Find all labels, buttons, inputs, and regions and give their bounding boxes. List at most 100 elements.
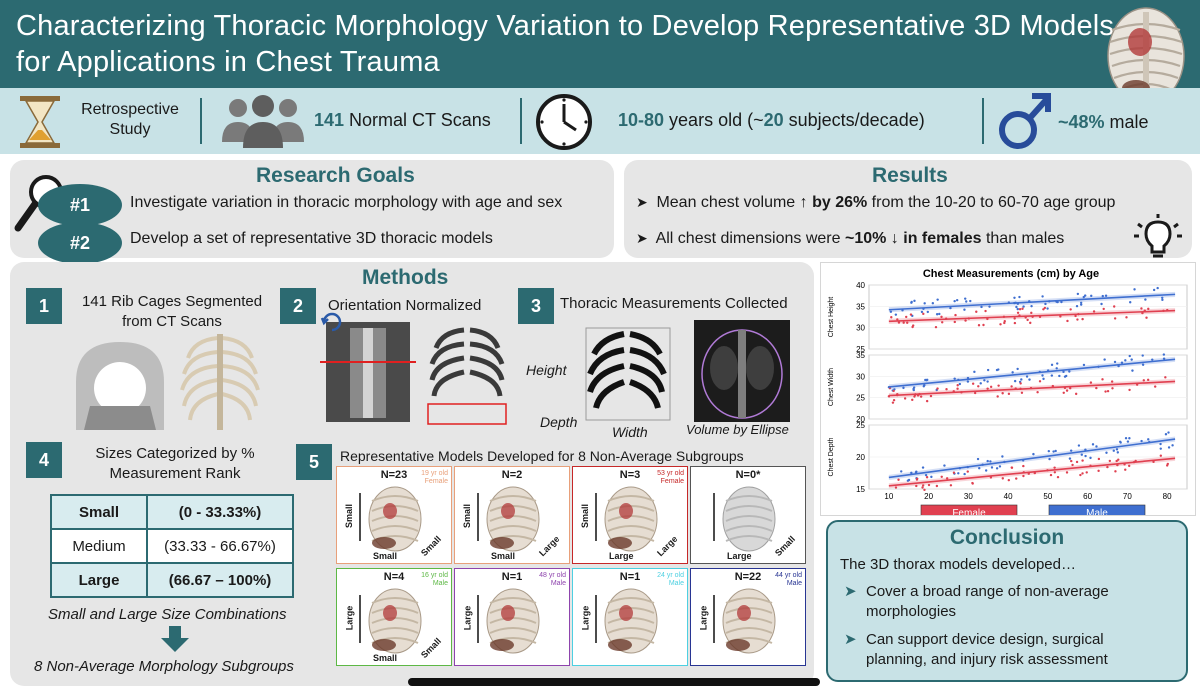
data-point [995,368,999,372]
rib-cage-icon [180,334,260,430]
data-point [1079,473,1082,477]
data-point [1110,380,1114,383]
chart-plot-area [868,354,1188,420]
people-icon [222,95,304,148]
data-point [1081,472,1084,475]
arrow-bullet-icon: ➤ [636,230,648,246]
size-range: (0 - 33.33%) [146,494,294,530]
data-point [1101,378,1104,381]
table-row: Large (66.67 – 100%) [50,562,294,598]
step-badge-1: 1 [26,288,62,324]
data-point [1082,363,1086,367]
combination-note: Small and Large Size Combinations [48,606,287,623]
data-point [1053,471,1057,474]
model-cell: N=4 16 yr old Male Large Small Small [336,568,452,666]
data-point [964,319,967,322]
step-badge-3: 3 [518,288,554,324]
data-point [936,387,939,390]
data-point [1060,300,1063,304]
hourglass-icon [20,96,60,148]
size-axis-label: Small [491,551,516,561]
data-point [1147,307,1150,311]
data-point [1029,321,1032,325]
ct-scanner-icon [76,342,164,430]
data-point [1104,390,1107,393]
data-point [1069,308,1072,311]
data-point [1128,354,1131,358]
data-point [1007,392,1011,396]
data-point [912,386,916,389]
ct-coronal-image [320,322,416,422]
data-point [931,301,935,305]
data-point [1130,358,1133,361]
y-tick-label: 20 [856,415,865,424]
arrow-bullet-icon: ➤ [636,194,648,210]
data-point [971,481,974,485]
data-point [930,475,933,479]
data-point [1127,464,1131,468]
data-point [1164,376,1167,379]
data-point [1022,305,1025,308]
data-point [927,483,931,487]
data-point [1112,449,1115,452]
conclusion-title: Conclusion [949,526,1065,549]
data-point [1156,286,1159,290]
data-point [1144,298,1147,301]
model-cell: N=23 19 yr old Female Small Small Small [336,466,452,564]
thorax-model-image [359,486,422,552]
data-point [1063,375,1067,378]
data-point [952,471,956,474]
results-title: Results [872,164,948,187]
data-point [976,457,980,461]
model-subject: 24 yr old Male [657,572,684,587]
research-goals-panel: Research Goals #1 Investigate variation … [10,160,614,264]
model-subject: 19 yr old Female [421,470,448,485]
data-point [990,466,994,469]
data-point [1048,457,1051,461]
data-point [926,310,930,314]
data-point [1108,459,1112,463]
y-tick-label: 30 [856,324,865,333]
data-point [995,467,999,470]
data-point [1142,379,1145,382]
data-point [965,300,968,303]
scrollbar[interactable] [408,678,820,686]
data-point [921,486,924,489]
data-point [980,305,983,309]
data-point [986,368,990,372]
size-axis-label: Small [373,551,398,561]
clock-icon [536,94,592,150]
size-axis-label: Large [698,605,709,631]
data-point [1115,448,1119,451]
data-point [915,484,918,488]
data-point [1083,294,1087,297]
data-point [1043,306,1047,310]
data-point [1059,315,1062,318]
data-point [892,398,896,402]
size-axis-label: Large [609,551,634,561]
data-point [1095,445,1098,448]
data-point [1124,437,1128,440]
data-point [1013,379,1017,383]
research-goals-title: Research Goals [256,164,415,187]
data-point [891,401,895,404]
ellipse-ct-image [694,320,790,422]
model-count: N=0* [735,469,761,481]
data-point [1069,387,1072,390]
data-point [1013,296,1016,300]
table-row: Medium (33.33 - 66.67%) [50,528,294,564]
data-point [903,397,907,400]
step-badge-4: 4 [26,442,62,478]
fit-line [888,309,1176,323]
data-point [956,387,959,390]
size-axis-label: Small [580,503,591,529]
arrow-bullet-icon: ➤ [844,631,857,648]
data-point [1066,319,1069,323]
data-point [1128,437,1131,440]
size-name: Large [50,562,148,598]
data-point [966,470,969,473]
x-tick-label: 70 [1123,492,1132,501]
chart-plot-area [868,284,1188,350]
data-point [1116,451,1120,454]
data-point [957,472,960,475]
